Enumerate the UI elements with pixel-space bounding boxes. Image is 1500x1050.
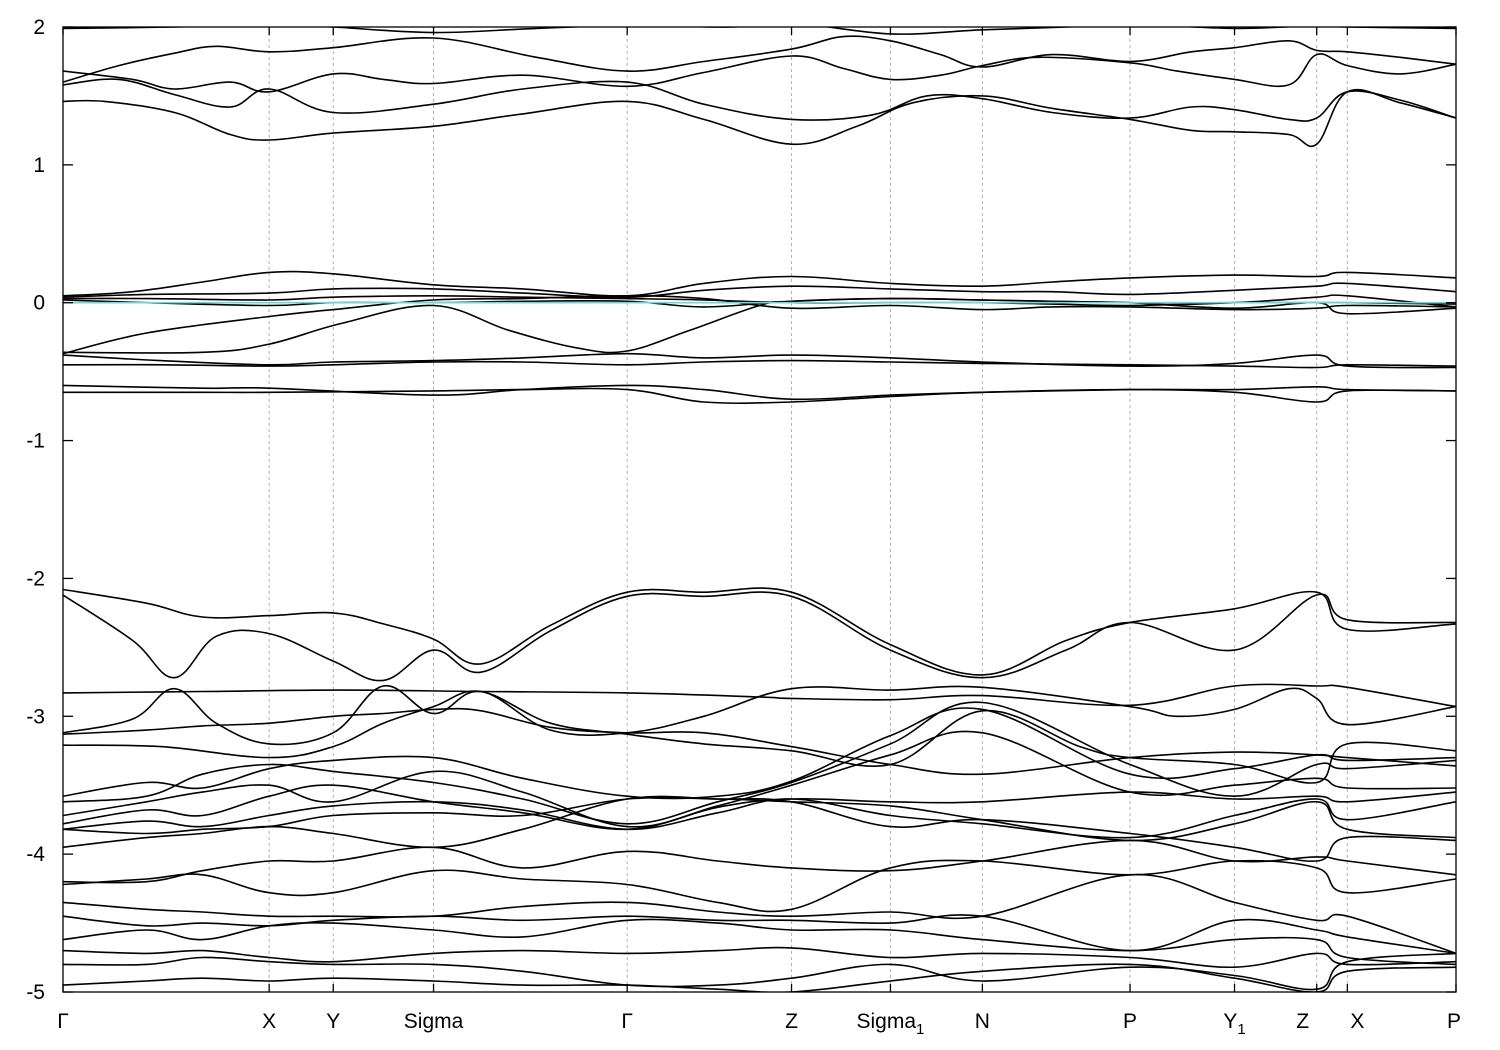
band-line-23 (63, 701, 1456, 825)
x-tick-label: Γ (57, 1010, 69, 1033)
band-line-5 (63, 88, 1456, 148)
x-tick-subscript: 1 (916, 1021, 924, 1038)
x-tick-label: Sigma (404, 1010, 464, 1033)
band-line-16 (63, 587, 1456, 676)
y-axis: -5 -4 -3 -2 -1 0 1 2 (26, 16, 1456, 1004)
band-line-34 (63, 946, 1456, 969)
y-tick-label: 1 (33, 154, 45, 177)
x-tick-label: P (1447, 1010, 1461, 1033)
band-line-1 (63, 27, 1456, 35)
y-tick-label: -2 (26, 567, 45, 590)
x-tick-label: Sigma1 (857, 1010, 925, 1038)
band-line-19 (63, 685, 1456, 746)
y-tick-label: -1 (26, 430, 45, 453)
band-line-4 (63, 78, 1456, 122)
x-tick-label: N (975, 1010, 990, 1033)
y-tick-label: 2 (33, 16, 45, 39)
band-line-29 (63, 839, 1456, 884)
band-line-22 (63, 707, 1456, 800)
band-line-13 (63, 359, 1456, 369)
band-line-24 (63, 730, 1456, 828)
y-tick-label: -5 (26, 981, 45, 1004)
band-line-2 (63, 35, 1456, 83)
band-line-26 (63, 798, 1456, 839)
band-line-3 (63, 53, 1456, 93)
band-line-31 (63, 873, 1456, 955)
band-line-10 (63, 295, 1456, 355)
band-line-14 (63, 384, 1456, 401)
band-line-18 (63, 683, 1456, 708)
band-line-27 (63, 796, 1456, 842)
x-tick-label: P (1123, 1010, 1137, 1033)
y-tick-label: 0 (33, 292, 45, 315)
band-series-group (63, 27, 1456, 992)
x-tick-label: Y1 (1223, 1010, 1245, 1038)
band-line-12 (63, 352, 1456, 369)
band-line-6 (63, 270, 1456, 297)
x-axis: Γ X Y Sigma Γ Z Sigma1 N P Y1 Z X P (57, 27, 1461, 1038)
band-line-35 (63, 952, 1456, 991)
band-line-25 (63, 784, 1456, 831)
band-line-11 (63, 297, 1456, 354)
band-line-28 (63, 795, 1456, 862)
x-tick-label: Y (326, 1010, 340, 1033)
band-line-7 (63, 282, 1456, 299)
y-tick-label: -4 (26, 843, 45, 866)
band-line-15 (63, 387, 1456, 405)
plot-border (62, 26, 1457, 993)
band-line-33 (63, 918, 1456, 966)
x-tick-label: Z (1296, 1010, 1309, 1033)
band-line-30 (63, 859, 1456, 913)
x-tick-label: Γ (621, 1010, 633, 1033)
x-tick-label: X (1350, 1010, 1364, 1033)
x-tick-subscript: 1 (1237, 1021, 1245, 1038)
x-tick-label: Z (785, 1010, 798, 1033)
y-tick-label: -3 (26, 705, 45, 728)
x-tick-label: X (262, 1010, 276, 1033)
band-line-17 (63, 591, 1456, 682)
plot-frame (62, 26, 1457, 993)
kpoint-grid-lines (268, 27, 1348, 992)
band-line-21 (63, 690, 1456, 784)
band-line-20 (63, 707, 1456, 776)
band-line-36 (63, 963, 1456, 992)
